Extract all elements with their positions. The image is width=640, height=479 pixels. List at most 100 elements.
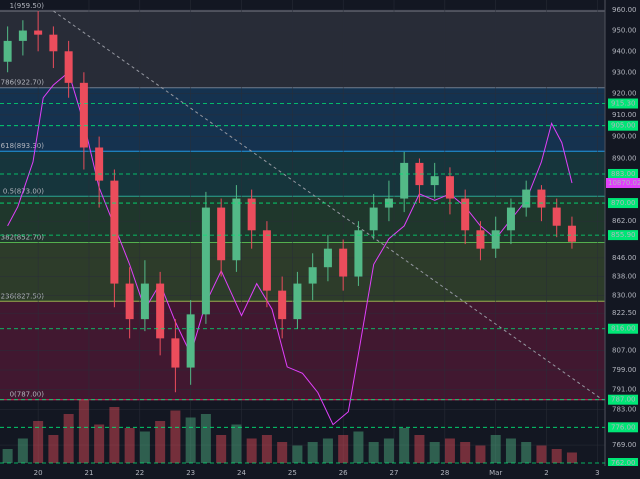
y-tick-label: 950.00 [612,27,637,35]
y-tick-label: 890.00 [612,154,637,162]
candle-body [125,283,134,320]
volume-bar [78,400,89,463]
y-tick-label: 807.00 [612,346,637,354]
fib-label: 0.618(893.30) [0,142,44,150]
level-label: 870.00 [611,199,636,207]
volume-bar [414,435,425,463]
candle-body [171,338,180,368]
fib-label: 0.236(827.50) [0,292,44,300]
candle-body [140,283,149,320]
y-tick-label: 920.00 [612,89,637,97]
candle-body [49,34,58,52]
x-tick-label: 20 [34,469,43,477]
candle-body [552,207,561,226]
level-label: 776.00 [611,423,636,431]
volume-bar [368,442,379,463]
level-label: 855.90 [611,231,636,239]
volume-bar [399,428,410,463]
volume-bar [155,421,166,463]
fib-zone [0,242,605,302]
fib-label: 0.382(852.70) [0,233,44,241]
compare-label: 10870.02 [608,179,640,187]
y-tick-label: 822.50 [612,309,637,317]
candle-body [201,207,210,315]
candle-body [461,198,470,231]
fib-zone [0,11,605,88]
level-tag [608,394,638,405]
y-tick-label: 910.00 [612,111,637,119]
candle-body [186,314,195,368]
level-tag [608,323,638,334]
x-tick-label: 21 [85,469,94,477]
volume-bar [185,417,196,463]
candle-body [34,30,43,35]
fib-label: 0.786(922.70) [0,79,44,87]
volume-bar [460,442,471,463]
trendline [53,10,603,401]
volume-bar [139,431,150,463]
candle-body [64,51,73,83]
x-tick-label: 2 [544,469,548,477]
volume-bar [277,442,288,463]
x-tick-label: 23 [186,469,195,477]
x-tick-label: 28 [440,469,449,477]
y-tick-label: 838.00 [612,273,637,281]
y-tick-label: 960.00 [612,6,637,14]
volume-bar [505,438,516,463]
volume-bar [246,438,257,463]
level-tag [608,120,638,131]
candle-body [110,180,119,284]
candle-body [522,189,531,208]
y-tick-label: 769.00 [612,441,637,449]
candle-body [400,162,409,199]
fib-label: 0.5(873.00) [3,187,44,195]
volume-bar [231,424,242,463]
volume-bar [429,442,440,463]
level-label: 905.00 [611,122,636,130]
volume-bar [200,414,211,463]
x-tick-label: 27 [390,469,399,477]
candle-body [339,248,348,277]
volume-bar [170,410,181,463]
level-tag [608,230,638,241]
volume-bar [216,435,227,463]
candle-body [567,225,576,242]
y-tick-label: 862.00 [612,217,637,225]
level-tag [608,422,638,433]
level-tag [608,198,638,209]
x-tick-label: 26 [339,469,348,477]
candle-body [354,230,363,277]
volume-bar [536,445,547,463]
fib-zone [0,87,605,152]
volume-bar [566,452,577,463]
y-tick-label: 791.00 [612,386,637,394]
y-tick-label: 783.00 [612,406,637,414]
volume-bar [261,435,272,463]
candle-body [18,30,27,41]
volume-bar [94,424,105,463]
x-tick-label: Mar [489,469,502,477]
candle-body [3,40,12,62]
y-tick-label: 900.00 [612,133,637,141]
compare-line [7,71,573,426]
fib-label: 0(787.00) [10,391,45,399]
candle-body [247,198,256,231]
volume-bar [2,449,13,463]
volume-bar [444,438,455,463]
candle-body [323,248,332,268]
volume-bar [292,445,303,463]
candle-body [293,283,302,320]
level-label: 787.00 [611,396,636,404]
candle-body [95,147,104,181]
volume-bar [109,407,120,463]
volume-bar [33,421,44,463]
candle-body [156,283,165,339]
candle-body [415,162,424,186]
level-tag [608,458,638,468]
volume-bar [521,442,532,463]
candle-body [232,198,241,261]
compare-tag [606,177,640,188]
volume-bar [353,431,364,463]
